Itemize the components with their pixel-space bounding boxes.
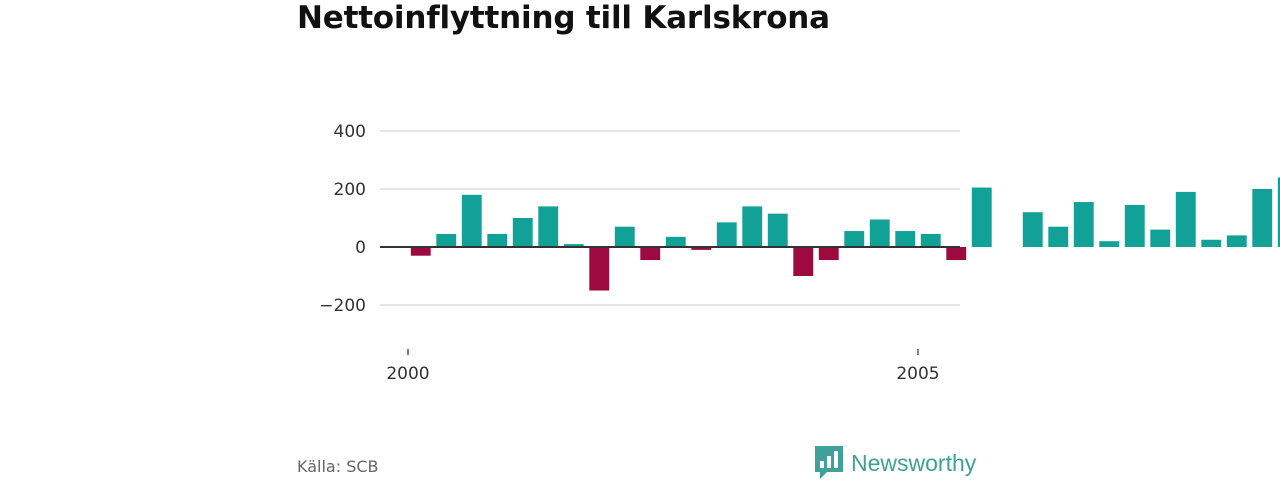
y-tick-label: 200 <box>334 180 366 200</box>
bar <box>895 231 916 247</box>
grid-lines <box>380 130 960 306</box>
bar <box>793 247 814 276</box>
bar <box>487 233 508 247</box>
source-label: Källa: SCB <box>297 457 379 476</box>
bar <box>538 206 559 247</box>
chart-title: Nettoinflyttning till Karlskrona <box>297 0 830 36</box>
axes: −2000200400200020052010201520202025 <box>319 122 939 384</box>
x-tick-label: 2000 <box>386 364 429 384</box>
bar <box>716 222 737 247</box>
bars <box>410 177 1280 291</box>
bar <box>1150 229 1171 247</box>
bar <box>461 194 482 247</box>
bar <box>1124 204 1145 247</box>
bar <box>1073 202 1094 247</box>
newsworthy-brand[interactable]: Newsworthy <box>815 446 976 480</box>
bar <box>869 219 890 247</box>
bar <box>410 247 431 256</box>
bar <box>946 247 967 261</box>
bar <box>1099 241 1120 247</box>
bar <box>742 206 763 247</box>
bar <box>436 233 457 247</box>
bar <box>1252 189 1273 247</box>
bar <box>1048 226 1069 247</box>
bar <box>1277 177 1280 247</box>
bar <box>563 244 584 247</box>
bar <box>512 218 533 247</box>
bar <box>1175 191 1196 247</box>
brand-name: Newsworthy <box>851 449 977 476</box>
bar <box>691 247 712 250</box>
bar <box>818 247 839 261</box>
bar <box>640 247 661 261</box>
bar <box>971 187 992 247</box>
newsworthy-logo-icon <box>815 446 843 479</box>
bar <box>665 236 686 247</box>
y-tick-label: 400 <box>334 122 366 142</box>
bar <box>767 213 788 247</box>
bar <box>1201 239 1222 247</box>
bar <box>1226 235 1247 247</box>
bar <box>614 226 635 247</box>
y-tick-label: 0 <box>355 238 366 258</box>
y-tick-label: −200 <box>319 296 366 316</box>
x-tick-label: 2005 <box>896 364 939 384</box>
bar <box>1022 212 1043 247</box>
bar <box>589 247 610 291</box>
bar <box>844 231 865 247</box>
bar <box>920 233 941 247</box>
